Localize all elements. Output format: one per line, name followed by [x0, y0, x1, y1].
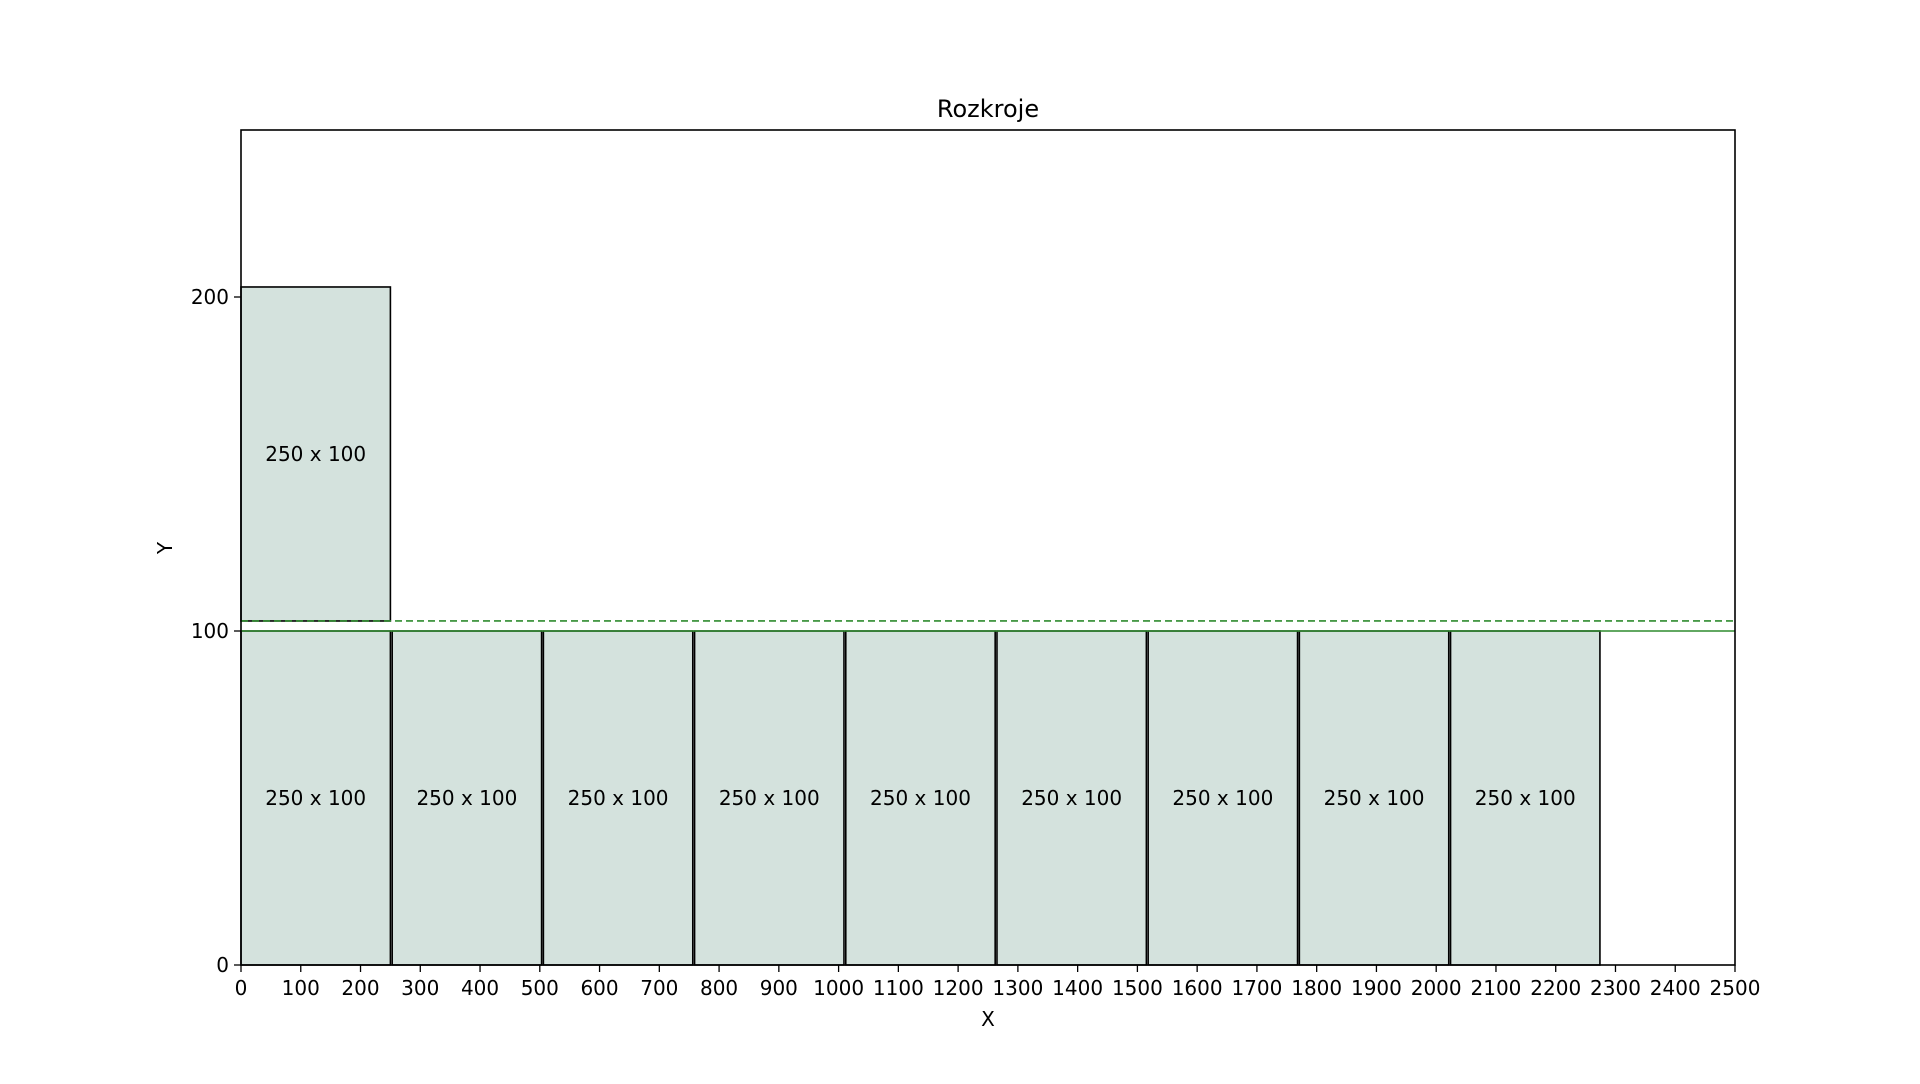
- x-tick-label-1300: 1300: [992, 976, 1043, 1000]
- x-tick-label-1400: 1400: [1052, 976, 1103, 1000]
- x-tick-label-2000: 2000: [1411, 976, 1462, 1000]
- chart-title: Rozkroje: [937, 95, 1039, 123]
- x-tick-label-0: 0: [235, 976, 248, 1000]
- x-tick-label-2400: 2400: [1650, 976, 1701, 1000]
- x-tick-label-2100: 2100: [1471, 976, 1522, 1000]
- piece-rect-4: [693, 630, 845, 966]
- x-tick-label-1100: 1100: [873, 976, 924, 1000]
- piece-rect-2: [391, 630, 543, 966]
- x-tick-label-400: 400: [461, 976, 499, 1000]
- piece-label-5: 250 x 100: [870, 786, 971, 810]
- x-tick-label-1200: 1200: [933, 976, 984, 1000]
- y-axis-label: Y: [153, 541, 177, 555]
- piece-rect-8: [1298, 630, 1450, 966]
- piece-label-6: 250 x 100: [1021, 786, 1122, 810]
- x-tick-label-2200: 2200: [1530, 976, 1581, 1000]
- x-tick-label-700: 700: [640, 976, 678, 1000]
- plot-area: 250 x 100 250 x 100 250 x 100 250 x 100 250 …: [191, 129, 1761, 1000]
- plot-frame: [240, 129, 1736, 966]
- x-axis-label: X: [981, 1007, 995, 1031]
- x-tick-label-900: 900: [760, 976, 798, 1000]
- x-tick-label-2300: 2300: [1590, 976, 1641, 1000]
- piece-rect-10: [240, 286, 392, 622]
- piece-label-4: 250 x 100: [719, 786, 820, 810]
- x-tick-label-1700: 1700: [1231, 976, 1282, 1000]
- x-tick-label-200: 200: [341, 976, 379, 1000]
- x-tick-label-1600: 1600: [1172, 976, 1223, 1000]
- y-tick-label-0: 0: [216, 953, 229, 977]
- x-tick-label-800: 800: [700, 976, 738, 1000]
- piece-label-3: 250 x 100: [568, 786, 669, 810]
- piece-label-9: 250 x 100: [1475, 786, 1576, 810]
- x-tick-label-100: 100: [282, 976, 320, 1000]
- x-tick-label-1800: 1800: [1291, 976, 1342, 1000]
- piece-label-10: 250 x 100: [265, 442, 366, 466]
- x-tick-label-1900: 1900: [1351, 976, 1402, 1000]
- piece-rect-5: [844, 630, 996, 966]
- piece-label-8: 250 x 100: [1324, 786, 1425, 810]
- piece-label-1: 250 x 100: [265, 786, 366, 810]
- y-tick-label-100: 100: [191, 619, 229, 643]
- x-tick-label-500: 500: [521, 976, 559, 1000]
- piece-rect-6: [996, 630, 1148, 966]
- x-tick-label-2500: 2500: [1710, 976, 1761, 1000]
- x-tick-label-300: 300: [401, 976, 439, 1000]
- y-tick-label-200: 200: [191, 285, 229, 309]
- x-tick-label-1500: 1500: [1112, 976, 1163, 1000]
- piece-label-2: 250 x 100: [416, 786, 517, 810]
- x-tick-label-1000: 1000: [813, 976, 864, 1000]
- piece-label-7: 250 x 100: [1172, 786, 1273, 810]
- piece-rect-1: [240, 630, 392, 966]
- x-tick-label-600: 600: [580, 976, 618, 1000]
